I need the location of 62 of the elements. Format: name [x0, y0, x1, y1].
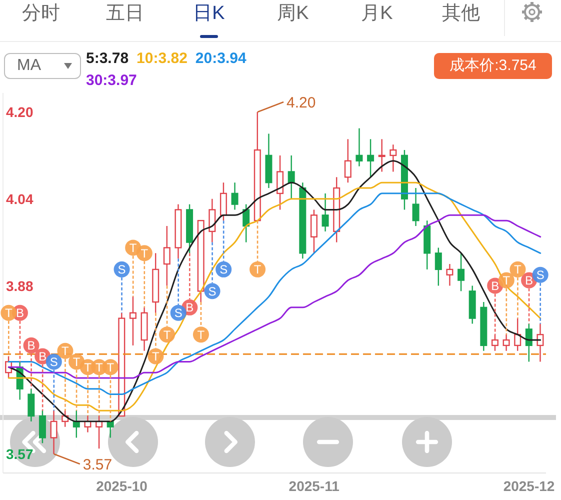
candlestick — [378, 138, 386, 172]
x-tick-label: 2025-11 — [288, 478, 340, 494]
annotation: 4.20 — [286, 94, 316, 112]
y-tick-label: 3.88 — [6, 278, 34, 294]
data-label: B — [16, 306, 24, 320]
data-label: T — [106, 360, 115, 374]
text: 日K — [192, 2, 226, 26]
text: 周K — [276, 2, 310, 26]
data-label: B — [186, 300, 194, 315]
data-label: T — [502, 274, 511, 288]
annotation: 3.57 — [82, 456, 112, 474]
text: 五日 — [105, 2, 145, 26]
data-label: B — [525, 274, 534, 288]
y-tick-label: 4.04 — [6, 190, 34, 207]
candlestick — [299, 182, 306, 260]
candlestick — [231, 182, 238, 210]
x-tick-label: 2025-12 — [503, 478, 555, 494]
data-label: T — [72, 355, 81, 370]
text: 月K — [360, 2, 394, 26]
candlestick — [265, 133, 272, 189]
data-label: S — [208, 284, 216, 298]
candlestick — [390, 144, 397, 172]
data-label: S — [50, 355, 58, 370]
data-label: T — [62, 344, 70, 358]
text: 5:3.78 — [86, 49, 129, 69]
y-tick-label: 4.20 — [6, 104, 34, 120]
badge: 成本价:3.754 — [434, 53, 552, 79]
dropdown: MA — [4, 53, 81, 79]
text: 分时 — [21, 2, 61, 26]
candlestick — [480, 301, 488, 352]
data-label: T — [152, 350, 160, 364]
text: 其他 — [441, 2, 481, 26]
data-label: T — [129, 241, 138, 256]
candlestick — [367, 138, 374, 178]
candlestick — [468, 285, 476, 324]
data-label: S — [174, 306, 182, 320]
data-label: B — [38, 350, 47, 364]
y-tick-label: 3.57 — [6, 446, 34, 462]
data-label: S — [536, 268, 544, 282]
text: 20:3.94 — [195, 49, 246, 69]
data-label: T — [197, 328, 206, 342]
data-label: T — [140, 246, 149, 260]
data-label: B — [27, 338, 36, 353]
data-label: S — [118, 262, 126, 277]
data-label: T — [254, 262, 262, 277]
candlestick — [288, 154, 295, 200]
data-label: T — [4, 306, 13, 320]
candlestick — [412, 187, 420, 227]
data-label: T — [163, 328, 172, 342]
candlestick — [276, 154, 284, 210]
candlestick — [322, 192, 329, 232]
candlestick — [446, 263, 454, 286]
data-label: T — [95, 360, 104, 374]
data-label: T — [84, 360, 92, 374]
x-tick-label: 2025-10 — [96, 478, 148, 494]
data-label: T — [514, 262, 522, 277]
data-label: B — [491, 279, 500, 294]
text: 10:3.82 — [136, 49, 188, 69]
candlestick — [458, 252, 465, 292]
candlestick — [356, 128, 363, 167]
data-label: S — [220, 262, 228, 277]
text: 30:3.97 — [86, 71, 137, 91]
